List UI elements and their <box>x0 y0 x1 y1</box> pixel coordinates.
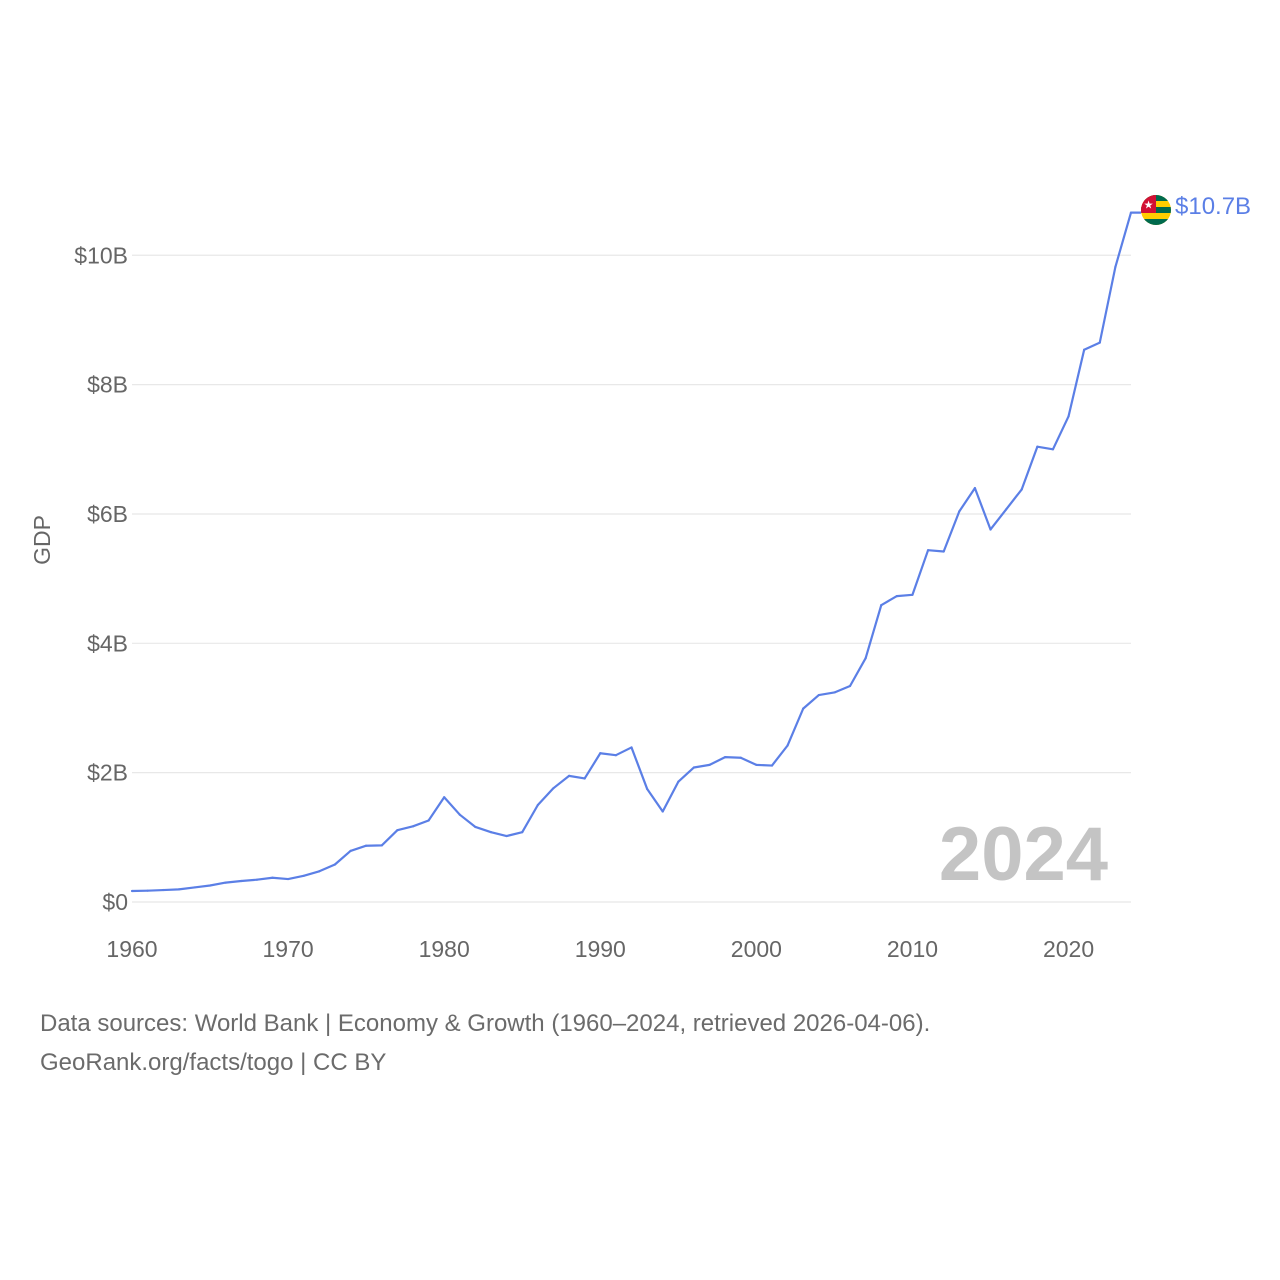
data-point <box>708 763 711 766</box>
data-point <box>271 876 274 879</box>
x-tick-label: 2010 <box>887 936 938 962</box>
data-point <box>224 881 227 884</box>
y-axis-tick-labels: $0 $2B $4B $6B $8B $10B <box>74 242 128 915</box>
data-point <box>848 684 852 688</box>
data-point <box>318 870 321 873</box>
x-tick-label: 1980 <box>419 936 470 962</box>
data-point <box>505 834 508 838</box>
data-point <box>396 829 399 832</box>
data-point <box>411 825 415 828</box>
data-point <box>146 889 149 892</box>
data-point <box>193 886 196 889</box>
togo-flag-icon: ★ <box>1141 195 1171 225</box>
data-sources-text: Data sources: World Bank | Economy & Gro… <box>40 1010 931 1037</box>
data-point <box>958 510 961 513</box>
data-point <box>1005 508 1008 511</box>
data-point <box>755 763 758 766</box>
x-axis-tick-labels: 1960 1970 1980 1990 2000 2010 2020 <box>106 936 1094 962</box>
data-point <box>380 844 383 847</box>
x-tick-label: 2020 <box>1043 936 1094 962</box>
y-tick-label: $10B <box>74 242 128 268</box>
data-point <box>692 766 696 769</box>
data-point <box>177 888 180 891</box>
latest-value-label: $10.7B <box>1175 193 1251 220</box>
data-point <box>1067 415 1070 418</box>
data-point <box>208 884 212 887</box>
data-point <box>1129 211 1133 214</box>
data-point <box>1020 488 1023 491</box>
data-point <box>724 756 727 759</box>
data-point <box>786 744 789 747</box>
data-point <box>458 813 461 816</box>
data-point <box>833 691 836 694</box>
chart-footer: Data sources: World Bank | Economy & Gro… <box>40 1004 930 1082</box>
grid-lines <box>132 254 1131 903</box>
svg-text:★: ★ <box>1144 199 1154 212</box>
data-point <box>286 877 290 881</box>
gdp-data-points <box>130 211 1133 893</box>
data-point <box>302 874 305 877</box>
x-tick-label: 2000 <box>731 936 782 962</box>
data-point <box>333 863 337 866</box>
y-tick-label: $4B <box>87 630 128 656</box>
data-point <box>162 888 165 892</box>
data-point <box>864 657 867 660</box>
data-point <box>926 549 930 552</box>
data-point <box>1083 348 1086 351</box>
data-point <box>1051 448 1055 451</box>
x-tick-label: 1960 <box>106 936 157 962</box>
data-point <box>365 844 368 847</box>
x-tick-label: 1970 <box>263 936 314 962</box>
data-point <box>1114 265 1117 269</box>
data-point <box>1036 445 1039 448</box>
data-point <box>240 879 243 883</box>
data-point <box>677 780 680 783</box>
data-point <box>802 707 805 710</box>
data-point <box>895 594 898 598</box>
year-watermark: 2024 <box>939 812 1108 897</box>
data-point <box>614 754 617 757</box>
data-point <box>817 693 820 697</box>
y-tick-label: $8B <box>87 372 128 398</box>
data-point <box>427 819 430 822</box>
data-point <box>130 889 134 893</box>
data-point <box>1098 341 1101 344</box>
x-tick-label: 1990 <box>575 936 626 962</box>
data-point <box>770 764 774 767</box>
data-point <box>536 803 539 807</box>
data-point <box>880 604 883 607</box>
data-point <box>552 787 555 790</box>
data-point <box>489 831 493 834</box>
data-point <box>630 746 633 749</box>
y-tick-label: $2B <box>87 760 128 786</box>
data-point <box>646 787 649 790</box>
data-point <box>521 831 524 834</box>
gdp-line-chart: $0 $2B $4B $6B $8B $10B 1960 1970 1980 1990 2000 2… <box>29 193 1251 962</box>
data-point <box>567 774 571 777</box>
data-point <box>599 752 602 755</box>
data-point <box>443 796 446 799</box>
y-axis-title: GDP <box>29 515 55 565</box>
data-point <box>583 777 586 780</box>
data-point <box>989 528 992 531</box>
gdp-series-line <box>131 211 1141 893</box>
data-point <box>349 849 352 853</box>
data-point <box>973 486 977 490</box>
data-point <box>942 550 945 553</box>
data-point <box>474 825 477 829</box>
y-tick-label: $6B <box>87 501 128 527</box>
data-point <box>911 593 914 596</box>
y-tick-label: $0 <box>102 889 128 915</box>
data-point <box>661 810 664 813</box>
data-point <box>255 878 258 881</box>
attribution-text: GeoRank.org/facts/togo | CC BY <box>40 1049 387 1076</box>
data-point <box>739 756 742 759</box>
